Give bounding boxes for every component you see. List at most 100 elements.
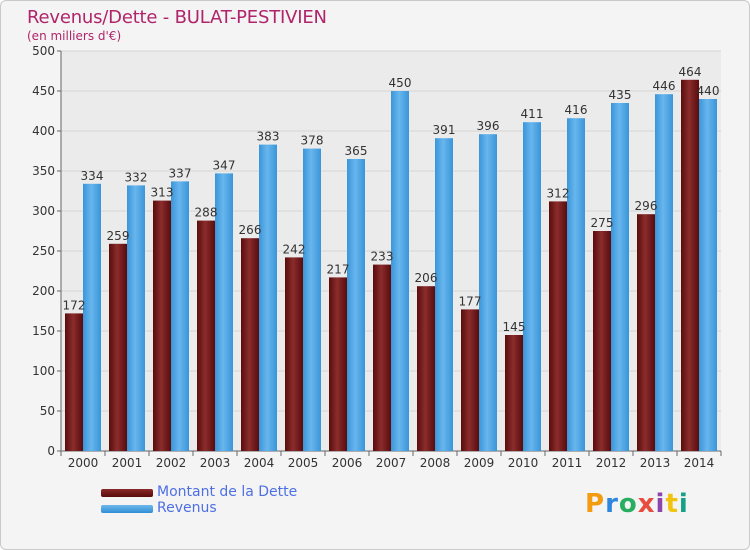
legend-swatch-dette bbox=[101, 489, 153, 497]
data-label-revenus: 332 bbox=[125, 170, 148, 184]
legend-swatch-revenus bbox=[101, 505, 153, 513]
data-label-dette: 296 bbox=[635, 199, 658, 213]
y-tick-label: 350 bbox=[32, 164, 55, 178]
data-label-revenus: 391 bbox=[433, 123, 456, 137]
bar-dette bbox=[65, 313, 83, 451]
bar-revenus bbox=[127, 185, 145, 451]
x-tick-label: 2006 bbox=[332, 456, 363, 470]
data-label-revenus: 347 bbox=[213, 158, 236, 172]
x-tick-label: 2001 bbox=[112, 456, 143, 470]
data-label-revenus: 411 bbox=[521, 107, 544, 121]
bar-revenus bbox=[435, 138, 453, 451]
bar-dette bbox=[153, 200, 171, 451]
x-tick-label: 2004 bbox=[244, 456, 275, 470]
bar-revenus bbox=[171, 181, 189, 451]
x-tick-label: 2002 bbox=[156, 456, 187, 470]
bar-revenus bbox=[523, 122, 541, 451]
y-tick-label: 500 bbox=[32, 44, 55, 58]
data-label-dette: 288 bbox=[195, 206, 218, 220]
logo-letter: P bbox=[585, 489, 606, 519]
data-label-dette: 266 bbox=[239, 223, 262, 237]
legend-label-dette: Montant de la Dette bbox=[157, 484, 298, 500]
bar-revenus bbox=[479, 134, 497, 451]
data-label-revenus: 446 bbox=[653, 79, 676, 93]
x-tick-label: 2014 bbox=[684, 456, 715, 470]
bar-revenus bbox=[699, 99, 717, 451]
data-label-revenus: 365 bbox=[345, 144, 368, 158]
x-tick-label: 2013 bbox=[640, 456, 671, 470]
logo-letter: i bbox=[678, 489, 689, 519]
bar-revenus bbox=[391, 91, 409, 451]
bar-dette bbox=[285, 257, 303, 451]
bar-revenus bbox=[83, 183, 101, 452]
bar-dette bbox=[197, 220, 215, 451]
x-tick-label: 2011 bbox=[552, 456, 583, 470]
x-tick-label: 2000 bbox=[68, 456, 99, 470]
data-label-dette: 464 bbox=[679, 65, 702, 79]
y-tick-label: 0 bbox=[47, 444, 55, 458]
bar-dette bbox=[549, 201, 567, 451]
y-tick-label: 450 bbox=[32, 84, 55, 98]
data-label-revenus: 416 bbox=[565, 103, 588, 117]
bar-revenus bbox=[215, 173, 233, 451]
y-tick-label: 50 bbox=[40, 404, 55, 418]
data-label-revenus: 450 bbox=[389, 76, 412, 90]
bar-revenus bbox=[567, 118, 585, 451]
data-label-revenus: 383 bbox=[257, 130, 280, 144]
data-label-dette: 177 bbox=[459, 294, 482, 308]
bar-dette bbox=[505, 335, 523, 451]
bar-revenus bbox=[347, 159, 365, 451]
data-label-revenus: 337 bbox=[169, 166, 192, 180]
y-tick-label: 200 bbox=[32, 284, 55, 298]
bar-dette bbox=[241, 238, 259, 451]
data-label-dette: 145 bbox=[503, 320, 526, 334]
bar-revenus bbox=[655, 94, 673, 451]
bar-revenus bbox=[303, 148, 321, 451]
y-tick-label: 100 bbox=[32, 364, 55, 378]
data-label-dette: 259 bbox=[107, 229, 130, 243]
bar-revenus bbox=[259, 144, 277, 451]
data-label-dette: 242 bbox=[283, 242, 306, 256]
data-label-dette: 313 bbox=[151, 186, 174, 200]
data-label-dette: 275 bbox=[591, 216, 614, 230]
y-tick-label: 300 bbox=[32, 204, 55, 218]
y-tick-label: 250 bbox=[32, 244, 55, 258]
chart-subtitle: (en milliers d'€) bbox=[27, 29, 122, 43]
bar-dette bbox=[329, 277, 347, 451]
bar-dette bbox=[373, 264, 391, 451]
x-tick-label: 2012 bbox=[596, 456, 627, 470]
data-label-dette: 312 bbox=[547, 186, 570, 200]
data-label-revenus: 334 bbox=[81, 169, 104, 183]
data-label-revenus: 378 bbox=[301, 134, 324, 148]
data-label-dette: 233 bbox=[371, 250, 394, 264]
data-label-revenus: 440 bbox=[697, 84, 720, 98]
bar-dette bbox=[461, 309, 479, 451]
legend-label-revenus: Revenus bbox=[157, 500, 217, 516]
y-tick-label: 400 bbox=[32, 124, 55, 138]
chart-title: Revenus/Dette - BULAT-PESTIVIEN bbox=[27, 7, 327, 28]
bar-dette bbox=[593, 231, 611, 451]
data-label-dette: 172 bbox=[63, 298, 86, 312]
logo-letter: r bbox=[605, 489, 619, 519]
logo-letter: x bbox=[637, 489, 656, 519]
data-label-dette: 217 bbox=[327, 262, 350, 276]
x-tick-label: 2008 bbox=[420, 456, 451, 470]
data-label-revenus: 396 bbox=[477, 119, 500, 133]
x-tick-label: 2007 bbox=[376, 456, 407, 470]
bar-dette bbox=[417, 286, 435, 451]
bar-dette bbox=[109, 243, 127, 451]
logo-letter: i bbox=[655, 489, 666, 519]
bar-dette bbox=[681, 79, 699, 452]
proxiti-logo: Proxiti bbox=[585, 489, 689, 519]
bar-revenus bbox=[611, 103, 629, 451]
data-label-revenus: 435 bbox=[609, 88, 632, 102]
y-tick-label: 150 bbox=[32, 324, 55, 338]
x-tick-label: 2003 bbox=[200, 456, 231, 470]
x-tick-label: 2005 bbox=[288, 456, 319, 470]
logo-letter: o bbox=[618, 489, 638, 519]
x-tick-label: 2009 bbox=[464, 456, 495, 470]
bar-dette bbox=[637, 214, 655, 451]
data-label-dette: 206 bbox=[415, 271, 438, 285]
x-tick-label: 2010 bbox=[508, 456, 539, 470]
